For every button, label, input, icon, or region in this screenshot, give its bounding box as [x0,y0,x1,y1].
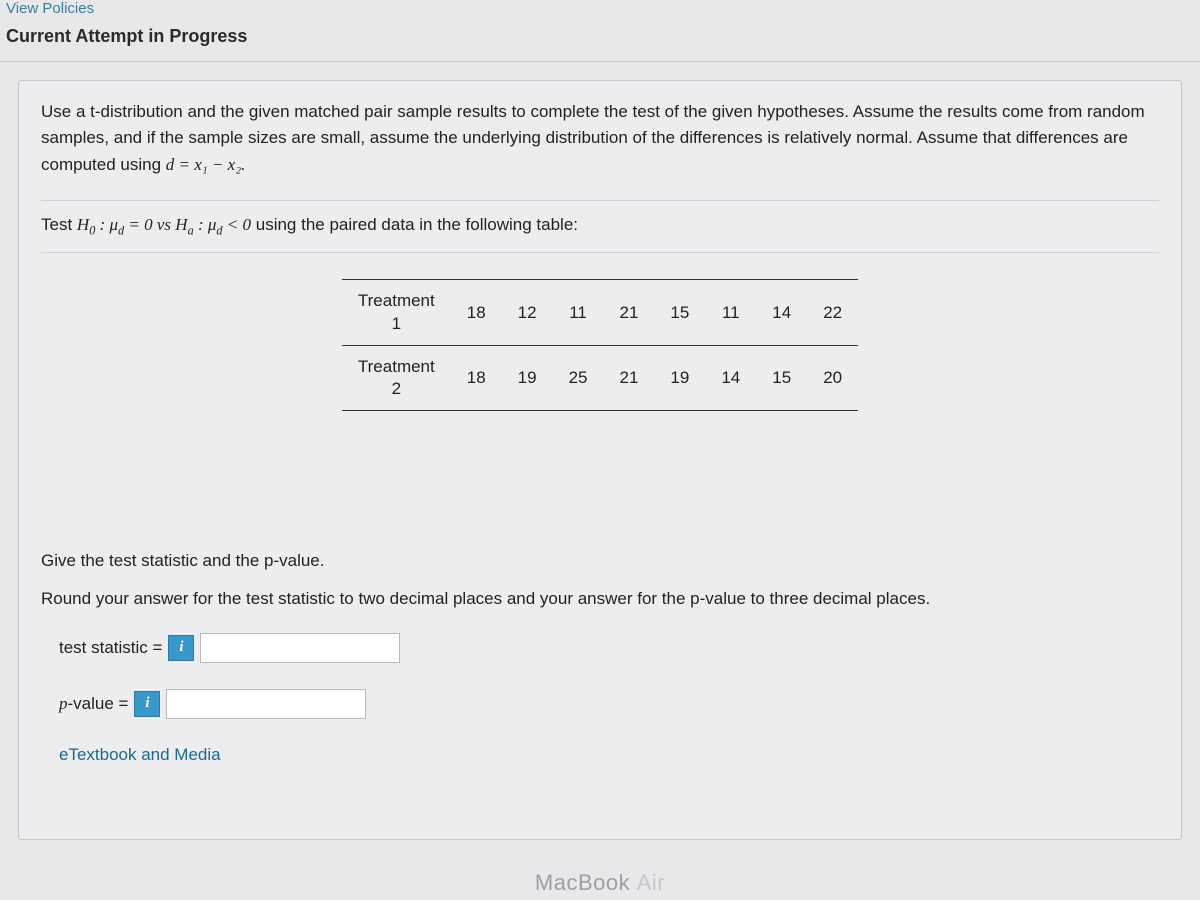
row2-label-b: 2 [392,379,401,398]
table-cell: 19 [502,345,553,410]
pvalue-input[interactable] [166,689,366,719]
test-statistic-row: test statistic = i [59,633,1159,663]
row2-label-a: Treatment [358,357,435,376]
paired-data-table: Treatment 1 18 12 11 21 15 11 14 22 Trea… [342,279,858,410]
table-cell: 15 [654,280,705,345]
info-icon[interactable]: i [134,691,160,717]
device-label: MacBook Air [535,870,665,896]
table-cell: 12 [502,280,553,345]
device-brand: MacBook [535,870,630,895]
pvalue-label: p-value = [59,694,128,714]
row1-label: Treatment 1 [342,280,451,345]
section-title: Current Attempt in Progress [0,18,1200,62]
test-stat-label: test statistic = [59,638,162,658]
row2-label: Treatment 2 [342,345,451,410]
answer-prompts: Give the test statistic and the p-value.… [41,551,1159,765]
question-instructions: Use a t-distribution and the given match… [41,99,1159,178]
table-cell: 18 [451,345,502,410]
page-container: View Policies Current Attempt in Progres… [0,0,1200,900]
table-row: Treatment 1 18 12 11 21 15 11 14 22 [342,280,858,345]
table-cell: 11 [705,280,756,345]
info-icon[interactable]: i [168,635,194,661]
table-cell: 14 [756,280,807,345]
hypotheses-line: Test H0 : μd = 0 vs Ha : μd < 0 using th… [41,200,1159,253]
give-prompt: Give the test statistic and the p-value. [41,551,1159,571]
device-model: Air [637,870,665,895]
table-cell: 11 [553,280,604,345]
pvalue-row: p-value = i [59,689,1159,719]
table-cell: 18 [451,280,502,345]
row1-label-b: 1 [392,314,401,333]
table-cell: 25 [553,345,604,410]
table-cell: 22 [807,280,858,345]
table-cell: 19 [654,345,705,410]
test-stat-input[interactable] [200,633,400,663]
table-cell: 21 [604,280,655,345]
hypotheses-math: H0 : μd = 0 vs Ha : μd < 0 [77,215,251,234]
hypotheses-suffix: using the paired data in the following t… [256,215,578,234]
table-cell: 14 [705,345,756,410]
question-card: Use a t-distribution and the given match… [18,80,1182,840]
view-policies-link[interactable]: View Policies [0,0,94,21]
table-row: Treatment 2 18 19 25 21 19 14 15 20 [342,345,858,410]
round-prompt: Round your answer for the test statistic… [41,589,1159,609]
table-cell: 20 [807,345,858,410]
hypotheses-prefix: Test [41,215,77,234]
table-cell: 15 [756,345,807,410]
difference-formula: d = x₁ − x₂. [166,155,246,174]
etextbook-link[interactable]: eTextbook and Media [59,745,1159,765]
row1-label-a: Treatment [358,291,435,310]
table-cell: 21 [604,345,655,410]
